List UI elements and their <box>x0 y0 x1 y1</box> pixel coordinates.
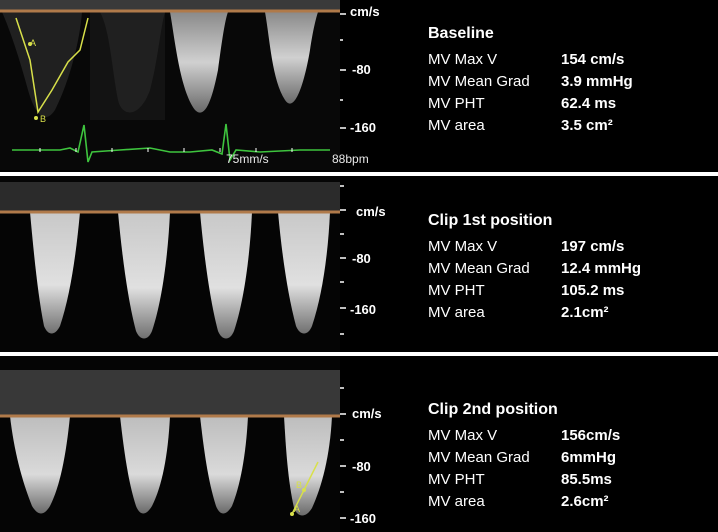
measurement-row: MV area 2.6cm² <box>428 493 708 510</box>
panel-title: Clip 1st position <box>428 212 553 229</box>
panel-clip-2nd: cm/s -80 -160 B A Clip 2nd position MV M… <box>0 356 718 532</box>
measurement-row: MV Max V 156cm/s <box>428 427 708 444</box>
velocity-axis <box>340 185 346 335</box>
measurement-value: 85.5ms <box>561 471 612 488</box>
axis-tick-160: -160 <box>350 511 377 526</box>
measurement-label: MV Mean Grad <box>428 449 530 466</box>
measurement-value: 2.1cm² <box>561 304 609 321</box>
measurement-value: 6mmHg <box>561 449 617 466</box>
measurement-label: MV PHT <box>428 471 485 488</box>
axis-tick-160: -160 <box>350 302 377 317</box>
measurement-row: MV Mean Grad 12.4 mmHg <box>428 260 708 277</box>
measurement-row: MV PHT 105.2 ms <box>428 282 708 299</box>
measurement-row: MV area 2.1cm² <box>428 304 708 321</box>
axis-unit-label: cm/s <box>356 204 386 219</box>
panel-baseline: cm/s -80 -160 A B 75mm/s 88bpm Baseline … <box>0 0 718 170</box>
ecg-time-ticks <box>39 148 293 152</box>
measurement-value: 154 cm/s <box>561 51 625 68</box>
doppler-spectrum-clip-1st <box>0 176 346 352</box>
measurement-value: 2.6cm² <box>561 493 609 510</box>
axis-tick-80: -80 <box>352 459 371 474</box>
panel-title: Baseline <box>428 25 494 42</box>
caliper-marker-b: B <box>296 480 303 490</box>
measurement-label: MV area <box>428 117 485 134</box>
panel-divider <box>0 172 718 176</box>
measurement-value: 3.5 cm² <box>561 117 613 134</box>
measurement-row: MV Max V 154 cm/s <box>428 51 708 68</box>
panel-title: Clip 2nd position <box>428 401 558 418</box>
velocity-axis <box>340 13 346 129</box>
caliper-marker-a: A <box>294 504 301 514</box>
measurement-value: 62.4 ms <box>561 95 617 112</box>
sweep-speed-label: 75mm/s <box>226 152 269 166</box>
caliper-marker-a: A <box>30 38 37 48</box>
doppler-spectrum-baseline <box>0 0 346 170</box>
velocity-axis <box>340 387 346 519</box>
measurement-value: 3.9 mmHg <box>561 73 633 90</box>
doppler-spectrum-clip-2nd <box>0 356 346 532</box>
axis-unit-label: cm/s <box>352 406 382 421</box>
axis-tick-80: -80 <box>352 251 371 266</box>
caliper-marker-b: B <box>40 114 47 124</box>
measurement-row: MV area 3.5 cm² <box>428 117 708 134</box>
heart-rate-label: 88bpm <box>332 152 369 166</box>
measurement-label: MV Max V <box>428 51 498 68</box>
measurement-label: MV PHT <box>428 95 485 112</box>
ecg-trace <box>12 123 330 163</box>
measurement-label: MV PHT <box>428 282 485 299</box>
measurement-row: MV PHT 85.5ms <box>428 471 708 488</box>
pht-caliper-line[interactable] <box>291 461 319 515</box>
measurement-value: 156cm/s <box>561 427 621 444</box>
measurement-label: MV Mean Grad <box>428 73 530 90</box>
axis-tick-80: -80 <box>352 62 371 77</box>
measurement-value: 197 cm/s <box>561 238 625 255</box>
measurement-row: MV Mean Grad 6mmHg <box>428 449 708 466</box>
measurement-row: MV Max V 197 cm/s <box>428 238 708 255</box>
axis-tick-160: -160 <box>350 120 377 135</box>
pht-caliper-line[interactable] <box>15 17 89 115</box>
measurement-row: MV Mean Grad 3.9 mmHg <box>428 73 708 90</box>
measurement-label: MV area <box>428 304 485 321</box>
measurement-label: MV Mean Grad <box>428 260 530 277</box>
panel-clip-1st: cm/s -80 -160 Clip 1st position MV Max V… <box>0 176 718 352</box>
measurement-value: 105.2 ms <box>561 282 625 299</box>
axis-unit-label: cm/s <box>350 4 380 19</box>
measurement-label: MV Max V <box>428 238 498 255</box>
measurement-value: 12.4 mmHg <box>561 260 642 277</box>
panel-divider <box>0 352 718 356</box>
measurement-label: MV area <box>428 493 485 510</box>
measurement-label: MV Max V <box>428 427 498 444</box>
measurement-row: MV PHT 62.4 ms <box>428 95 708 112</box>
